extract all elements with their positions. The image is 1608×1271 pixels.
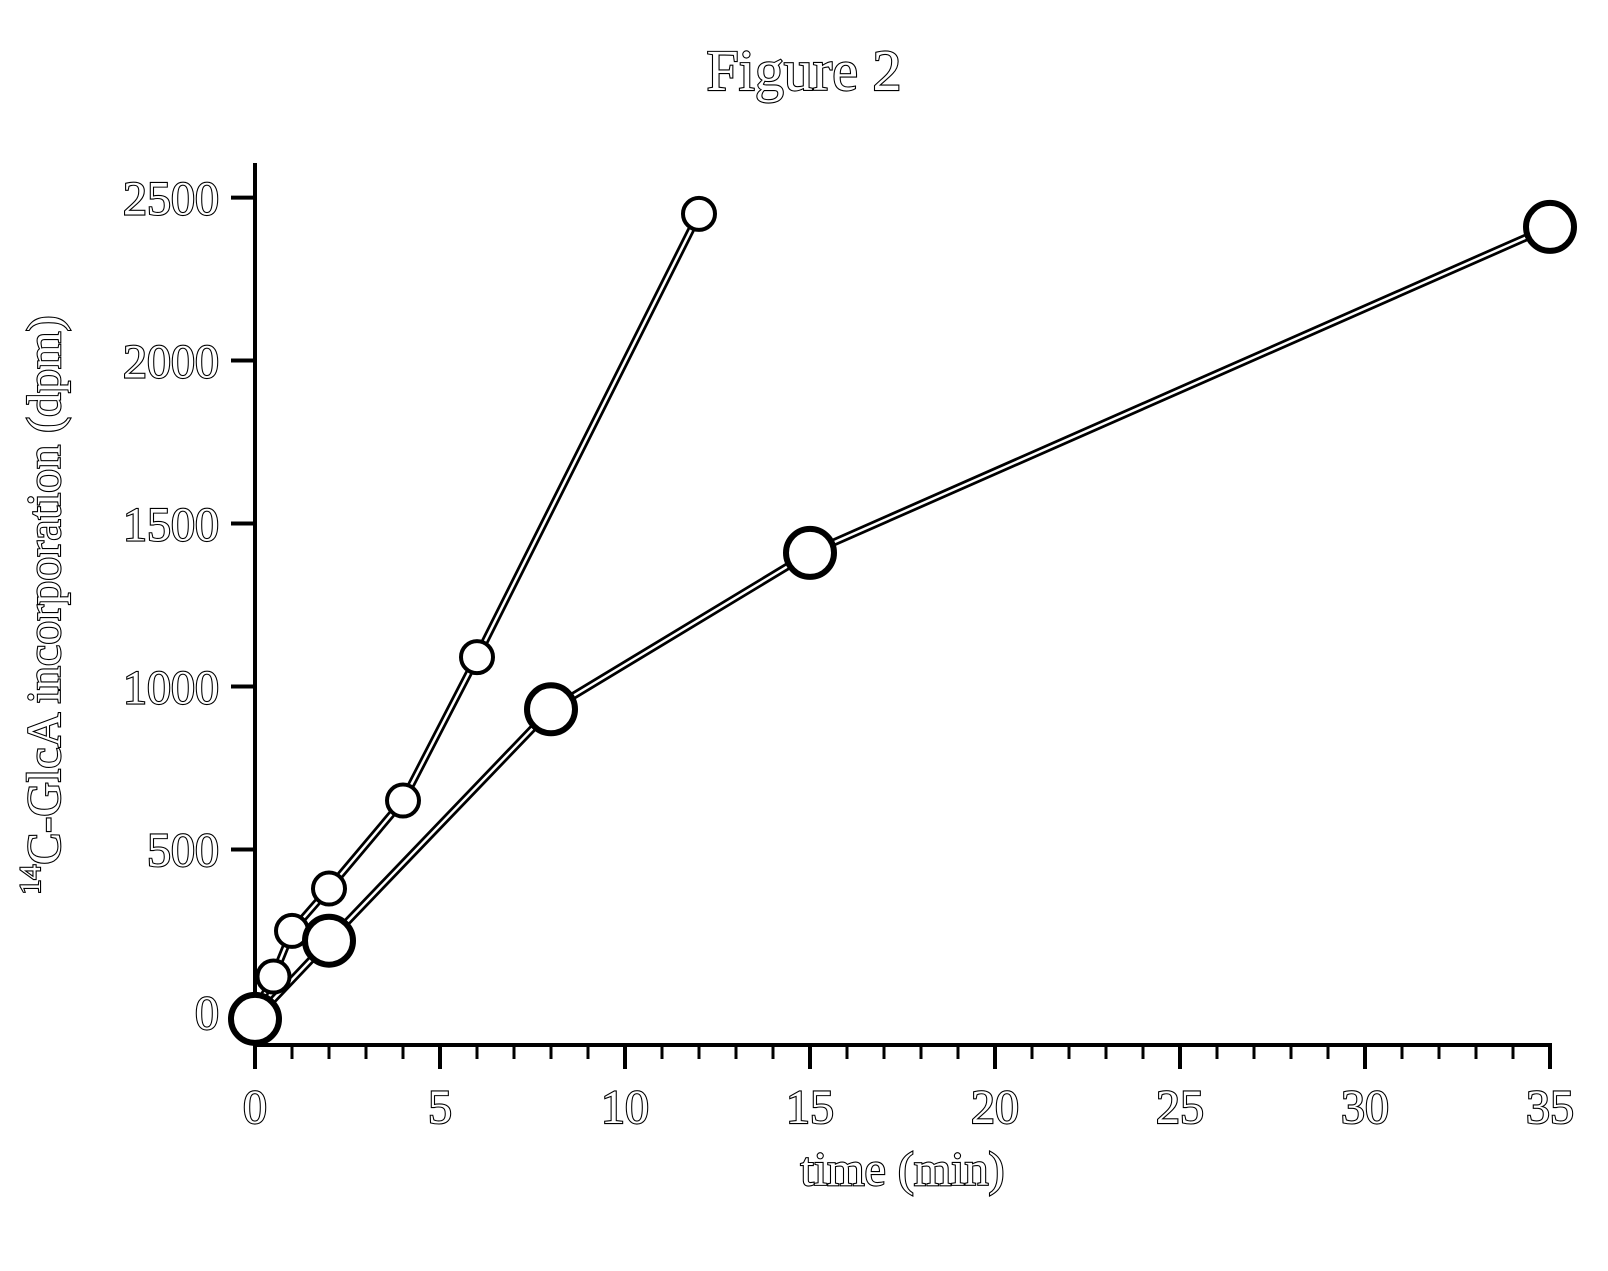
figure-2-chart: 0 5 10 15 20 25 30 35 0 500 1000 1500 2000 2500 Figure… <box>0 0 1608 1271</box>
series-marker <box>527 685 575 733</box>
x-tick-label: 5 <box>428 1081 452 1134</box>
y-axis-label: 14C-GlcA incorporation (dpm) <box>14 316 72 895</box>
y-axis-label-main: C-GlcA incorporation (dpm) <box>18 316 71 865</box>
y-axis-label-group: 14C-GlcA incorporation (dpm) <box>14 316 72 895</box>
y-tick-label: 2000 <box>123 335 219 388</box>
x-tick-label: 35 <box>1526 1081 1574 1134</box>
y-tick-label: 500 <box>147 824 219 877</box>
series-marker <box>461 641 493 673</box>
series-marker <box>305 917 353 965</box>
series-marker <box>258 961 290 993</box>
x-tick-label: 0 <box>243 1081 267 1134</box>
series-marker <box>313 873 345 905</box>
series-marker <box>683 198 715 230</box>
y-axis-label-superscript: 14 <box>14 865 47 895</box>
x-tick-label: 20 <box>971 1081 1019 1134</box>
series-marker <box>387 785 419 817</box>
x-tick-label: 10 <box>601 1081 649 1134</box>
figure-title: Figure 2 <box>707 38 902 103</box>
x-tick-label: 15 <box>786 1081 834 1134</box>
series-marker <box>786 529 834 577</box>
y-tick-label: 0 <box>195 987 219 1040</box>
series-marker <box>1526 203 1574 251</box>
x-tick-label: 25 <box>1156 1081 1204 1134</box>
x-tick-label: 30 <box>1341 1081 1389 1134</box>
chart-svg: 0 5 10 15 20 25 30 35 0 500 1000 1500 2000 2500 Figure… <box>0 0 1608 1271</box>
y-tick-label: 1500 <box>123 498 219 551</box>
series-marker <box>231 995 279 1043</box>
x-axis-label: time (min) <box>801 1143 1005 1196</box>
y-tick-label: 2500 <box>123 172 219 225</box>
y-tick-label: 1000 <box>123 661 219 714</box>
